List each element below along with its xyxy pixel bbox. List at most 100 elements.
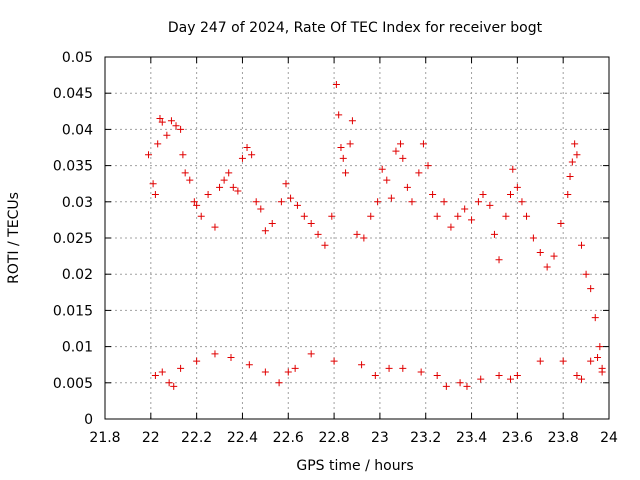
data-point	[399, 154, 407, 162]
data-point	[216, 183, 224, 191]
chart-title: Day 247 of 2024, Rate Of TEC Index for r…	[168, 20, 543, 36]
data-point	[454, 212, 462, 220]
data-point	[284, 368, 292, 376]
data-point	[154, 140, 162, 148]
data-point	[252, 198, 260, 206]
y-axis-ticks: 0 0.005 0.01 0.015 0.02 0.025 0.03 0.035 0.04 0.0…	[53, 50, 609, 428]
data-point	[332, 81, 340, 89]
y-tick-label: 0.04	[62, 122, 93, 138]
data-point	[578, 375, 586, 383]
data-point	[367, 212, 375, 220]
data-point	[495, 256, 503, 264]
data-point	[314, 230, 322, 238]
data-point	[167, 117, 175, 125]
data-point	[268, 220, 276, 228]
x-tick-label: 23.4	[456, 430, 487, 446]
data-point	[598, 368, 606, 376]
data-point	[220, 176, 228, 184]
data-point	[277, 198, 285, 206]
x-tick-label: 24	[600, 430, 618, 446]
data-point	[495, 372, 503, 380]
data-point	[486, 201, 494, 209]
data-point	[383, 176, 391, 184]
y-axis-label: ROTI / TECUs	[6, 192, 22, 284]
data-point	[543, 263, 551, 271]
y-tick-label: 0	[84, 412, 93, 428]
x-tick-label: 23.8	[548, 430, 579, 446]
data-point	[307, 220, 315, 228]
data-point	[378, 165, 386, 173]
data-point	[149, 180, 157, 188]
data-point	[568, 158, 576, 166]
data-point	[518, 198, 526, 206]
x-tick-label: 22.8	[319, 430, 350, 446]
data-point	[433, 372, 441, 380]
data-point	[571, 140, 579, 148]
data-point	[172, 122, 180, 130]
data-point	[243, 144, 251, 151]
data-point	[564, 191, 572, 199]
data-point	[424, 162, 432, 170]
data-point	[566, 172, 574, 180]
data-point	[156, 115, 164, 123]
data-point	[197, 212, 205, 220]
data-point	[429, 191, 437, 199]
data-point	[506, 191, 514, 199]
data-point	[408, 198, 416, 206]
data-point	[536, 357, 544, 365]
data-point	[474, 198, 482, 206]
data-point	[158, 368, 166, 376]
data-point	[371, 372, 379, 380]
data-point	[513, 183, 521, 191]
data-point	[193, 357, 201, 365]
data-point	[307, 350, 315, 358]
data-point	[181, 169, 189, 177]
data-point	[211, 350, 219, 358]
data-point	[417, 368, 425, 376]
x-tick-label: 21.8	[89, 430, 120, 446]
data-point	[506, 375, 514, 383]
data-point	[145, 151, 153, 159]
data-point	[287, 194, 295, 202]
data-point	[536, 248, 544, 256]
x-tick-label: 22.2	[181, 430, 212, 446]
data-point	[275, 379, 283, 387]
data-point	[360, 234, 368, 242]
data-point	[573, 151, 581, 159]
data-point	[321, 241, 329, 249]
data-point	[339, 154, 347, 162]
data-point	[433, 212, 441, 220]
data-point	[358, 361, 366, 369]
data-point	[463, 382, 471, 390]
data-point	[282, 180, 290, 188]
data-point	[261, 227, 269, 235]
data-point	[403, 183, 411, 191]
data-point	[456, 379, 464, 387]
data-point	[337, 144, 345, 151]
data-point	[477, 375, 485, 383]
data-point	[151, 191, 159, 199]
data-point	[293, 201, 301, 209]
y-tick-label: 0.05	[62, 50, 93, 66]
data-point	[594, 353, 602, 361]
data-point	[179, 151, 187, 159]
data-point	[447, 223, 455, 231]
y-tick-label: 0.035	[53, 159, 93, 175]
data-point	[387, 194, 395, 202]
x-tick-label: 22.4	[227, 430, 258, 446]
data-point	[300, 212, 308, 220]
data-point	[248, 151, 256, 159]
data-point	[328, 212, 336, 220]
data-point	[582, 270, 590, 278]
data-point	[225, 169, 233, 177]
data-point	[557, 220, 565, 228]
y-tick-label: 0.045	[53, 86, 93, 102]
data-point	[165, 379, 173, 387]
data-point	[257, 205, 265, 213]
y-tick-label: 0.02	[62, 267, 93, 283]
data-point	[170, 382, 178, 390]
x-tick-label: 23.6	[502, 430, 533, 446]
data-point	[346, 140, 354, 148]
data-point	[151, 372, 159, 380]
x-tick-label: 23	[371, 430, 389, 446]
